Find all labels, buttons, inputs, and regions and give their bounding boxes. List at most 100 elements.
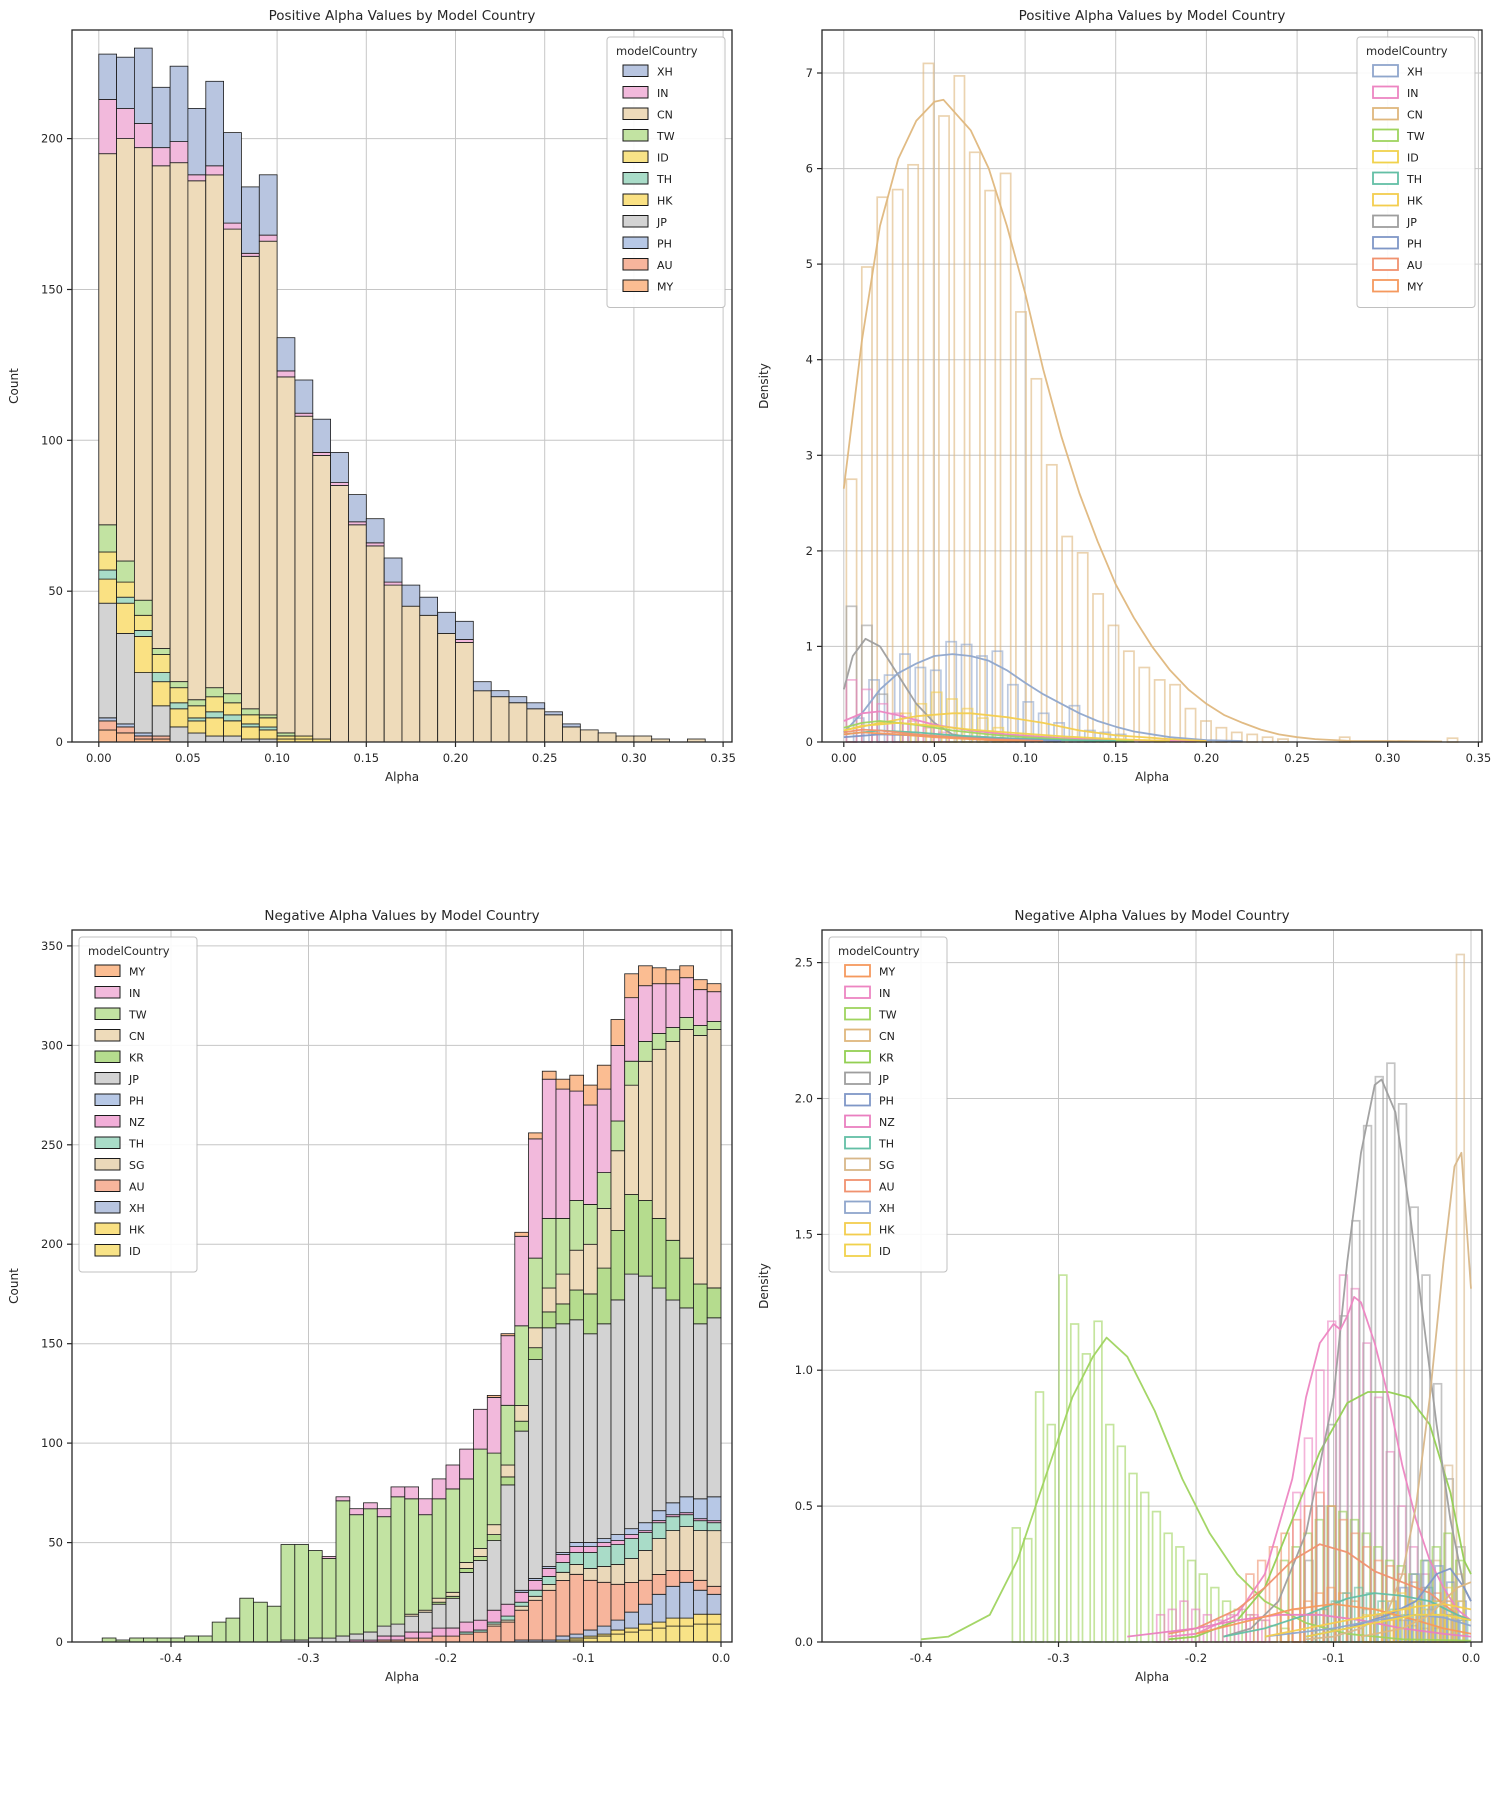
x-tick-label: 0.35 xyxy=(710,751,736,765)
legend-entry-MY: MY xyxy=(622,279,673,294)
y-tick-label: 150 xyxy=(41,283,63,297)
bar-segment-TH xyxy=(665,1516,681,1532)
bar-segment-SG xyxy=(624,1558,639,1583)
bar-segment-KR xyxy=(651,1217,667,1289)
bar-segment-CN xyxy=(514,1404,529,1422)
bar-segment-TW xyxy=(133,599,153,616)
legend-entry-XH: XH xyxy=(94,1201,145,1215)
bar-segment-KR xyxy=(486,1534,502,1541)
y-tick-label: 1 xyxy=(806,639,813,653)
legend-label: IN xyxy=(879,987,890,1000)
plot-border xyxy=(821,929,1483,1643)
bar-segment-CN xyxy=(312,454,331,740)
bar-segment-TW xyxy=(569,1200,584,1251)
legend-swatch xyxy=(844,1136,871,1150)
bar-segment-TW xyxy=(596,1172,612,1209)
bar-segment-TW xyxy=(184,1635,199,1643)
chart-title: Negative Alpha Values by Model Country xyxy=(1014,908,1290,924)
bar-segment-JP xyxy=(624,1273,639,1530)
legend-label: JP xyxy=(1406,216,1417,229)
bar-segment-TW xyxy=(280,1544,296,1641)
bar-segment-XH xyxy=(133,47,153,124)
bar-segment-XH xyxy=(437,611,456,634)
bar-segment-PH xyxy=(98,717,118,722)
legend-swatch xyxy=(844,1114,871,1128)
legend-label: KR xyxy=(879,1052,894,1065)
legend-swatch xyxy=(622,107,649,120)
bar-segment-CN xyxy=(508,702,528,743)
legend-label: TH xyxy=(1406,173,1422,186)
legend-entry-TW: TW xyxy=(622,129,675,143)
legend-entry-CN: CN xyxy=(1372,107,1423,122)
legend-swatch xyxy=(94,1201,121,1214)
x-tick-label: -0.3 xyxy=(297,1651,319,1665)
legend-entry-KR: KR xyxy=(94,1050,144,1065)
bar-segment-KR xyxy=(473,1556,488,1561)
y-tick-label: 150 xyxy=(41,1337,63,1351)
axis-ticks: -0.4 -0.3 -0.2 -0.1 0.0 0.0 0.5 1.0 1.5 2.0 2.5 xyxy=(795,956,1480,1665)
bar-segment-TW xyxy=(239,1597,254,1643)
bar-segment-TW xyxy=(187,699,207,707)
bar-segment-TW xyxy=(198,1635,213,1643)
bar-segment-IN xyxy=(651,983,667,1034)
legend-entry-MY: MY xyxy=(94,964,145,979)
bar-segment-CN xyxy=(116,138,135,562)
legend-label: HK xyxy=(129,1224,145,1237)
bar-segment-TW xyxy=(473,1448,488,1549)
legend-swatch xyxy=(1372,150,1399,164)
bar-segment-IN xyxy=(404,1486,419,1500)
bar-segment-HK xyxy=(187,720,207,734)
bar-segment-AU xyxy=(459,1633,474,1643)
bar-segment-TW xyxy=(528,1257,543,1329)
y-tick-label: 2.0 xyxy=(795,1092,813,1106)
bar-segment-CN xyxy=(638,1060,653,1201)
legend-entry-HK: HK xyxy=(1372,193,1423,208)
bar-segment-NZ xyxy=(376,1635,392,1641)
legend-entry-PH: PH xyxy=(94,1093,144,1108)
bar-segment-TH xyxy=(624,1538,639,1559)
bar-segment-KR xyxy=(555,1303,571,1325)
legend-entry-CN: CN xyxy=(622,107,673,122)
legend-entry-IN: IN xyxy=(94,986,140,1000)
bar-segment-XH xyxy=(205,80,225,167)
x-tick-label: 0.05 xyxy=(175,751,201,765)
x-tick-label: 0.25 xyxy=(532,751,558,765)
legend-label: MY xyxy=(1407,281,1423,294)
bar-segment-AU xyxy=(665,1570,681,1587)
bar-segment-IN xyxy=(335,1496,351,1502)
bar-segment-ID xyxy=(638,1629,653,1643)
bar-segment-AU xyxy=(651,1574,667,1595)
legend-label: XH xyxy=(657,66,673,79)
bar-segment-NZ xyxy=(404,1631,419,1639)
bar-segment-XH xyxy=(490,690,510,698)
outline-hist-TW xyxy=(1011,1274,1290,1643)
bar-segment-XH xyxy=(562,723,581,728)
bar-segment-MY xyxy=(514,1231,529,1237)
legend-entry-ID: ID xyxy=(844,1243,891,1258)
bar-segment-XH xyxy=(706,1593,722,1615)
legend-swatch xyxy=(844,1071,871,1085)
legend-label: JP xyxy=(878,1073,889,1086)
x-axis-label: Alpha xyxy=(384,770,420,784)
bar-segment-IN xyxy=(383,581,403,586)
bar-segment-JP xyxy=(665,1299,681,1504)
bar-segment-XH xyxy=(401,584,421,607)
bar-segment-KR xyxy=(638,1200,653,1277)
legend-label: TW xyxy=(656,130,675,143)
panel-negative-density: -0.4 -0.3 -0.2 -0.1 0.0 0.0 0.5 1.0 1.5 2.0 2.5 mod… xyxy=(750,900,1500,1800)
bar-segment-XH xyxy=(116,56,135,109)
legend-swatch xyxy=(844,1179,871,1193)
legend-label: KR xyxy=(129,1052,144,1065)
bar-segment-TH xyxy=(473,1629,488,1633)
bar-segment-CN xyxy=(455,642,474,743)
x-tick-label: 0.20 xyxy=(443,751,469,765)
bar-segment-TW xyxy=(486,1452,502,1526)
bar-segment-XH xyxy=(651,1593,667,1623)
legend-label: XH xyxy=(129,1202,145,1215)
bar-segment-AU xyxy=(555,1579,571,1637)
y-tick-label: 0.0 xyxy=(795,1635,813,1649)
y-tick-label: 2.5 xyxy=(795,956,813,970)
bar-segment-IN xyxy=(390,1486,406,1498)
legend-swatch xyxy=(94,1136,121,1149)
stacked-histogram-bars xyxy=(98,47,706,743)
